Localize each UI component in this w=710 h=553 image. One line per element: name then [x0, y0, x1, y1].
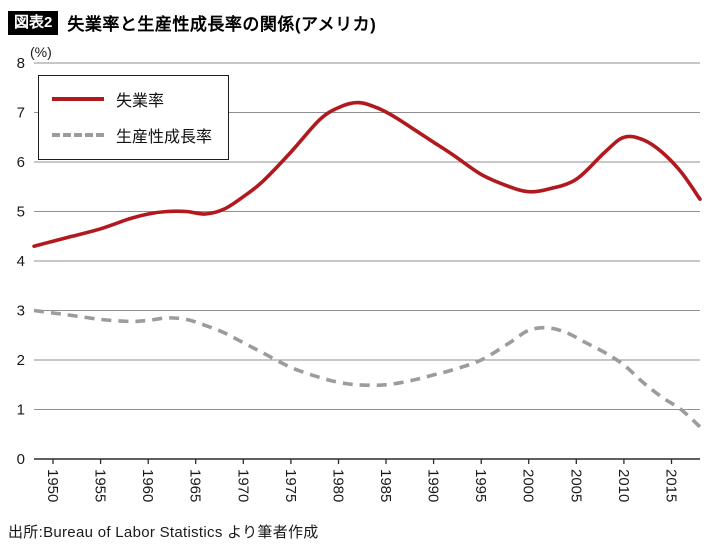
x-tick-label: 1975 — [282, 469, 299, 502]
line-chart: 0 1 2 3 4 5 6 7 8 (%) 1950 1955 1960 1965 1970 1975 1980… — [17, 44, 702, 502]
productivity-line-sample — [52, 133, 104, 137]
y-tick-label: 3 — [17, 303, 25, 320]
y-tick-label: 0 — [17, 451, 25, 468]
legend-item-unemployment: 失業率 — [52, 87, 212, 111]
y-tick-label: 2 — [17, 352, 25, 369]
y-axis-unit-label: (%) — [30, 44, 52, 60]
x-tick-label: 2015 — [663, 469, 680, 502]
unemployment-line-sample — [52, 97, 104, 101]
legend-label-productivity: 生産性成長率 — [116, 129, 213, 146]
source-note: 出所:Bureau of Labor Statistics より筆者作成 — [8, 524, 319, 541]
y-tick-label: 6 — [17, 154, 25, 171]
productivity-line — [33, 308, 702, 429]
chart-header: 図表2 失業率と生産性成長率の関係(アメリカ) — [0, 0, 710, 41]
y-tick-label: 1 — [17, 402, 25, 419]
x-tick-label: 2005 — [567, 469, 584, 502]
y-tick-label: 5 — [17, 204, 25, 221]
figure-number-badge: 図表2 — [8, 10, 59, 35]
y-tick-label: 7 — [17, 105, 25, 122]
x-tick-label: 2000 — [520, 469, 537, 502]
x-tick-label: 1960 — [139, 469, 156, 502]
x-tick-label: 1990 — [425, 469, 442, 502]
y-tick-label: 8 — [17, 55, 25, 72]
chart-title: 失業率と生産性成長率の関係(アメリカ) — [67, 15, 377, 34]
x-tick-label: 1955 — [92, 469, 109, 502]
x-tick-label: 1995 — [472, 469, 489, 502]
x-tick-label: 1980 — [330, 469, 347, 502]
x-tick-label: 1985 — [377, 469, 394, 502]
unemployment-line — [32, 100, 702, 248]
y-tick-label: 4 — [17, 253, 25, 270]
legend-label-unemployment: 失業率 — [116, 93, 165, 110]
legend-item-productivity: 生産性成長率 — [52, 123, 212, 147]
legend: 失業率 生産性成長率 — [38, 75, 230, 160]
x-tick-label: 1950 — [44, 469, 61, 502]
x-tick-label: 1970 — [234, 469, 251, 502]
x-tick-label: 2010 — [615, 469, 632, 502]
x-tick-label: 1965 — [187, 469, 204, 502]
chart-area: 0 1 2 3 4 5 6 7 8 (%) 1950 1955 1960 1965 1970 1975 1980… — [0, 41, 710, 515]
